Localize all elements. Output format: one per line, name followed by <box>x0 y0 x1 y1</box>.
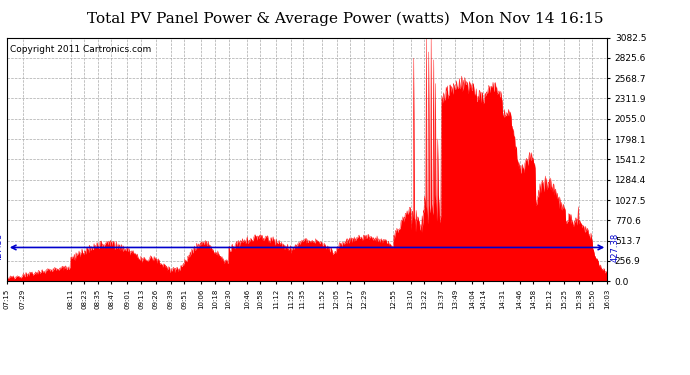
Text: Total PV Panel Power & Average Power (watts)  Mon Nov 14 16:15: Total PV Panel Power & Average Power (wa… <box>87 11 603 26</box>
Text: 427.38: 427.38 <box>0 233 4 262</box>
Text: Copyright 2011 Cartronics.com: Copyright 2011 Cartronics.com <box>10 45 151 54</box>
Text: 427.38: 427.38 <box>610 233 619 262</box>
